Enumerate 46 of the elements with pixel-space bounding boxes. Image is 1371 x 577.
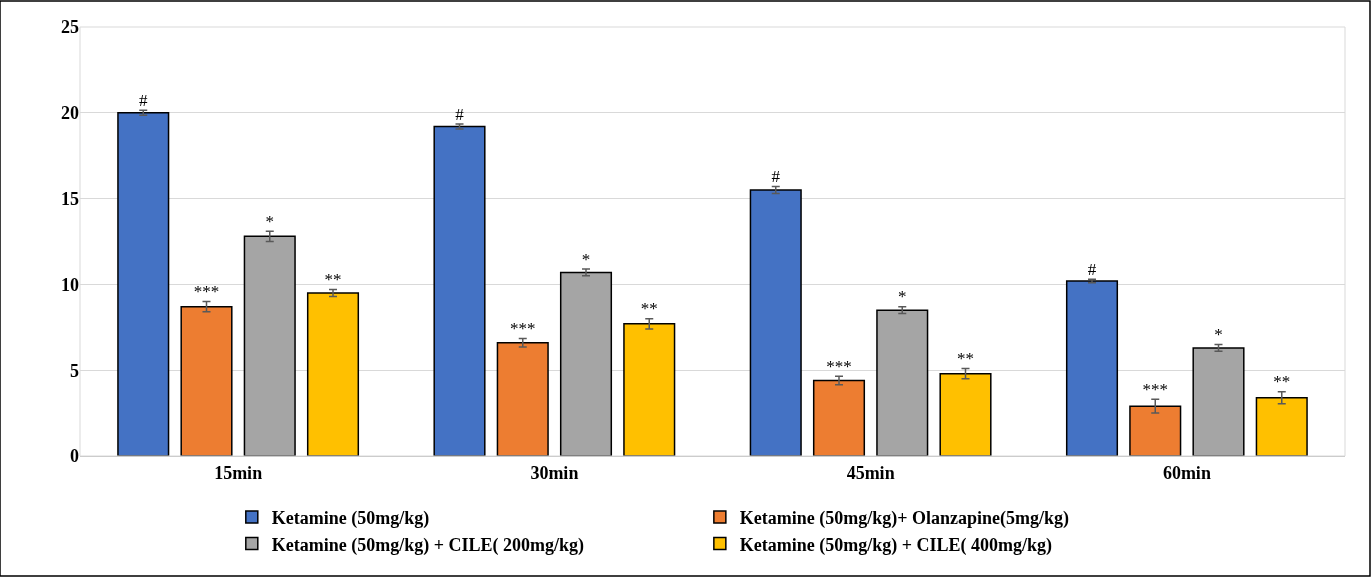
bar xyxy=(1192,347,1245,456)
data-label: ** xyxy=(957,349,974,369)
y-tick-label: 25 xyxy=(61,17,79,38)
legend-label: Ketamine (50mg/kg) xyxy=(271,508,430,530)
bar xyxy=(117,112,170,456)
data-label: * xyxy=(265,211,274,231)
bar xyxy=(1065,280,1119,456)
data-label: * xyxy=(581,249,591,269)
bar xyxy=(306,292,360,456)
data-label: *** xyxy=(510,319,536,339)
legend-label: Ketamine (50mg/kg)+ Olanzapine(5mg/kg) xyxy=(739,508,1070,530)
bar xyxy=(433,125,486,456)
bar xyxy=(559,271,613,456)
data-label: *** xyxy=(826,356,852,376)
bar xyxy=(812,379,866,456)
bar xyxy=(623,323,676,456)
bar xyxy=(876,309,929,456)
data-label: * xyxy=(1214,325,1223,345)
y-tick-label: 5 xyxy=(70,360,79,381)
y-tick-label: 10 xyxy=(61,274,79,295)
data-label: # xyxy=(139,90,148,110)
bar xyxy=(1255,396,1308,456)
data-label: ** xyxy=(640,299,658,319)
x-tick-label: 45min xyxy=(846,462,895,483)
data-label: ** xyxy=(1273,372,1291,392)
x-tick-label: 15min xyxy=(214,462,263,483)
legend-label: Ketamine (50mg/kg) + CILE( 200mg/kg) xyxy=(271,534,585,556)
data-label: ** xyxy=(324,270,342,290)
x-tick-label: 60min xyxy=(1162,462,1211,483)
bar xyxy=(939,372,992,456)
bar xyxy=(496,341,549,456)
y-tick-label: 15 xyxy=(61,188,79,209)
data-label: # xyxy=(1087,260,1097,279)
data-label: # xyxy=(771,167,781,187)
data-label: # xyxy=(455,104,465,124)
bar xyxy=(1129,405,1182,456)
legend-label: Ketamine (50mg/kg) + CILE( 400mg/kg) xyxy=(739,534,1053,556)
bar xyxy=(180,305,233,456)
data-label: * xyxy=(898,287,907,307)
bar xyxy=(749,189,802,456)
y-tick-label: 20 xyxy=(61,103,79,124)
y-tick-label: 0 xyxy=(70,446,79,467)
x-tick-label: 30min xyxy=(530,462,579,483)
data-label: *** xyxy=(1142,380,1168,400)
data-label: *** xyxy=(193,282,220,302)
bar xyxy=(243,235,296,456)
